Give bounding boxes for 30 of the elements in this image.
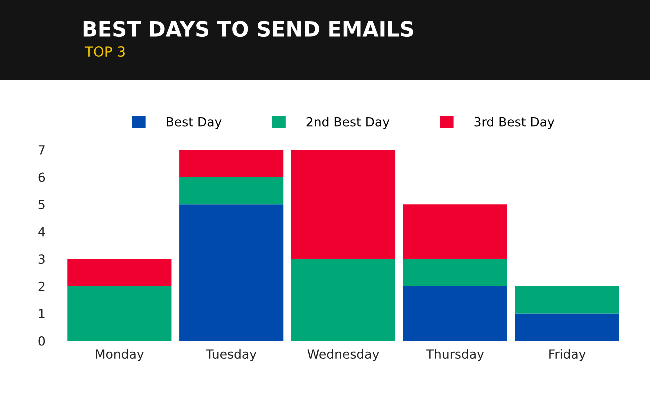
bar	[403, 286, 508, 341]
bar	[515, 314, 620, 341]
y-tick-label: 7	[38, 146, 45, 155]
bar	[180, 204, 284, 341]
legend-label: 2nd Best Day	[306, 117, 390, 130]
bar	[403, 204, 508, 260]
legend-label: Best Day	[167, 117, 222, 130]
x-tick-label: Friday	[550, 349, 586, 362]
y-tick-label: 5	[38, 200, 45, 210]
legend-label: 3rd Best Day	[474, 117, 555, 130]
x-tick-label: Wednesday	[308, 349, 380, 362]
y-tick-label: 4	[38, 227, 46, 237]
y-tick-label: 1	[39, 309, 45, 318]
x-tick-label: Monday	[96, 349, 144, 362]
x-tick-label: Tuesday	[206, 349, 257, 362]
bar	[180, 150, 284, 178]
chart-subtitle: TOP 3	[84, 46, 125, 58]
y-tick-label: 0	[38, 336, 46, 346]
bar	[403, 259, 508, 286]
bar	[515, 286, 620, 314]
chart-title: BEST DAYS TO SEND EMAILS	[84, 21, 414, 38]
x-tick-label: Thursday	[426, 349, 484, 362]
y-tick-label: 3	[38, 254, 45, 264]
bar	[291, 150, 396, 260]
bar	[180, 177, 284, 205]
y-tick-label: 6	[38, 172, 46, 182]
bar	[68, 259, 172, 286]
y-tick-label: 2	[38, 282, 45, 292]
bar	[68, 286, 172, 341]
bar	[291, 259, 396, 341]
